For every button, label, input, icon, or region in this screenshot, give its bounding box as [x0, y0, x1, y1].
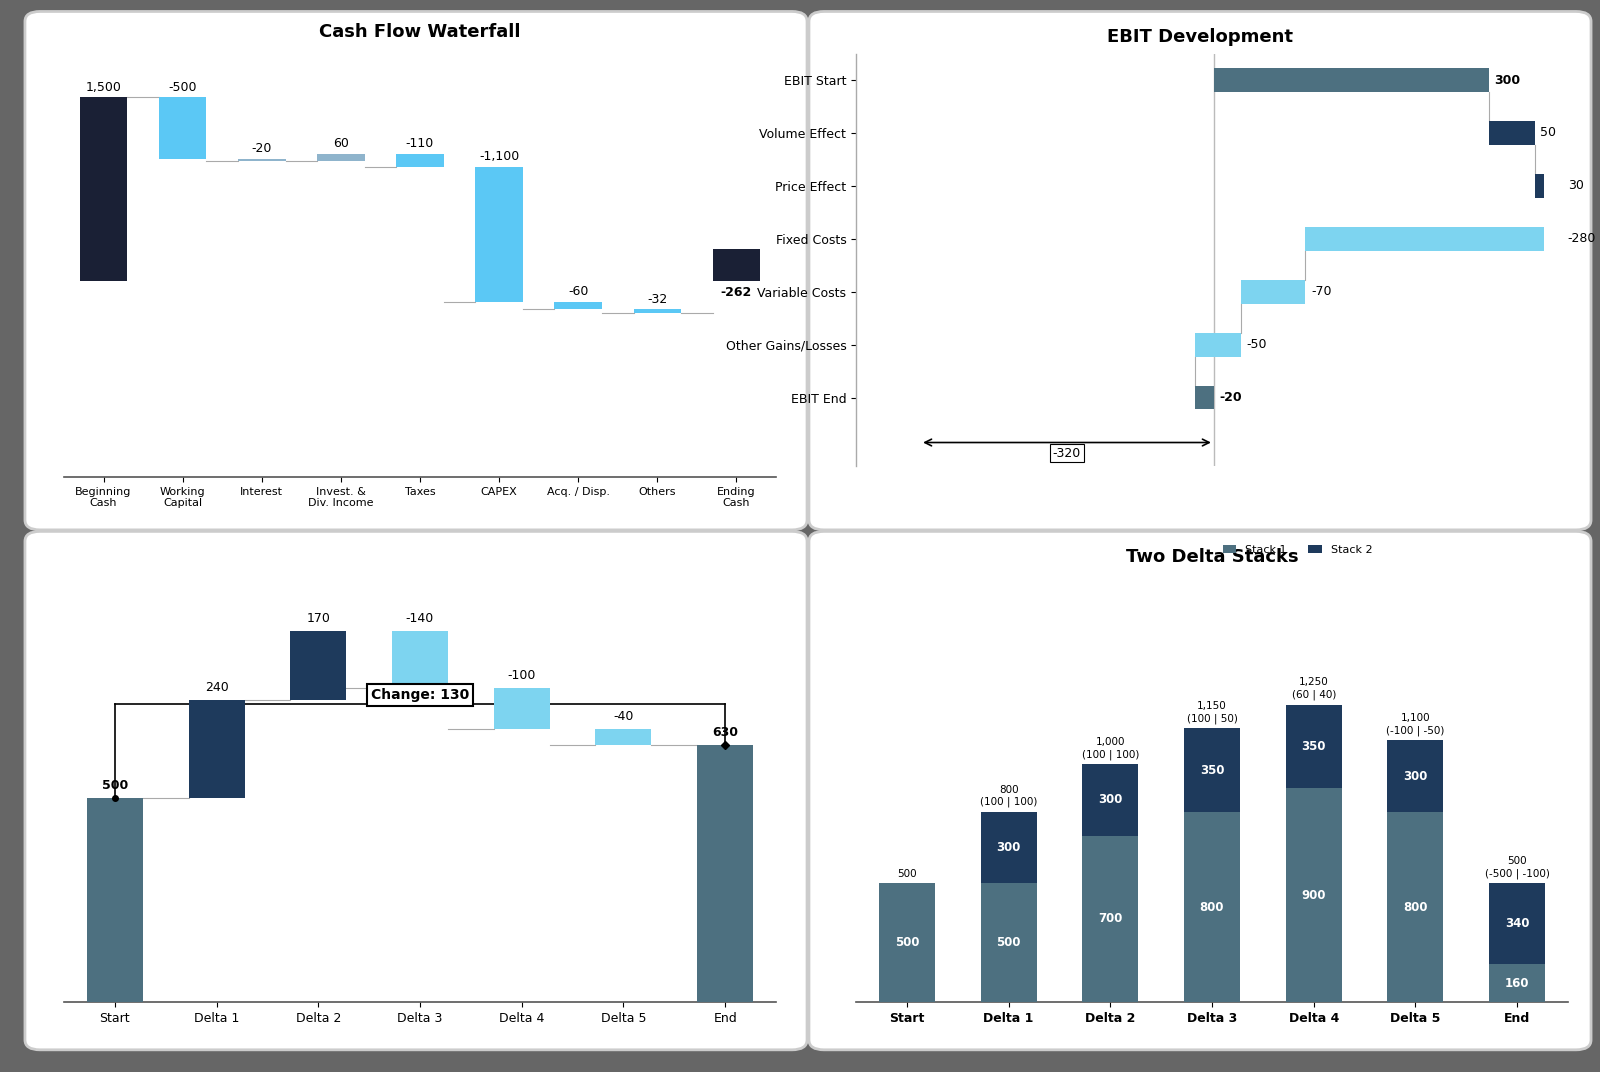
Text: 1,250
(60 | 40): 1,250 (60 | 40)	[1291, 678, 1336, 700]
Bar	[80, 98, 128, 281]
Bar	[494, 688, 550, 729]
Title: Two Delta Stacks: Two Delta Stacks	[1126, 549, 1298, 566]
Bar	[290, 630, 346, 700]
Bar	[1286, 788, 1342, 1002]
Bar	[1195, 386, 1214, 410]
Text: -32: -32	[648, 293, 667, 306]
Text: 1,100
(-100 | -50): 1,100 (-100 | -50)	[1386, 713, 1445, 736]
Text: 170: 170	[306, 611, 330, 625]
Text: -20: -20	[1219, 391, 1242, 404]
Text: 900: 900	[1301, 889, 1326, 902]
Text: -280: -280	[1568, 233, 1597, 245]
Bar	[878, 883, 934, 1002]
Text: -60: -60	[568, 285, 589, 298]
Text: 800: 800	[1403, 900, 1427, 913]
Text: 800: 800	[1200, 900, 1224, 913]
Text: -140: -140	[406, 611, 434, 625]
Bar	[238, 159, 285, 161]
Title: EBIT Development: EBIT Development	[1107, 29, 1293, 46]
Bar	[1286, 704, 1342, 788]
FancyBboxPatch shape	[810, 12, 1590, 530]
Bar	[595, 729, 651, 745]
Text: -50: -50	[1246, 338, 1267, 352]
Text: 800
(100 | 100): 800 (100 | 100)	[979, 785, 1037, 807]
Text: 300: 300	[1494, 74, 1520, 87]
Bar	[981, 812, 1037, 883]
Bar	[1306, 227, 1562, 251]
Bar	[392, 630, 448, 688]
Text: -70: -70	[1310, 285, 1331, 298]
Text: -500: -500	[168, 80, 197, 93]
Text: 60: 60	[333, 137, 349, 150]
Bar	[1195, 332, 1242, 357]
Text: 700: 700	[1098, 912, 1123, 925]
Text: 350: 350	[1301, 740, 1326, 753]
Text: Change: 130: Change: 130	[371, 688, 469, 702]
Text: -100: -100	[507, 669, 536, 682]
Title: Cash Flow Waterfall: Cash Flow Waterfall	[320, 24, 520, 41]
Bar	[1082, 764, 1138, 835]
FancyBboxPatch shape	[26, 532, 806, 1049]
Bar	[1184, 728, 1240, 812]
Text: -40: -40	[613, 710, 634, 723]
Bar	[397, 153, 443, 167]
Bar	[1214, 69, 1490, 92]
Text: 500: 500	[997, 936, 1021, 950]
Bar	[1242, 280, 1306, 303]
Bar	[1387, 741, 1443, 812]
Text: 500: 500	[102, 779, 128, 792]
Text: -110: -110	[406, 137, 434, 150]
Text: 340: 340	[1506, 918, 1530, 930]
Text: 300: 300	[1403, 770, 1427, 783]
Bar	[1082, 835, 1138, 1002]
Text: 300: 300	[997, 840, 1021, 854]
Bar	[1387, 812, 1443, 1002]
Text: 240: 240	[205, 681, 229, 694]
Bar	[158, 98, 206, 159]
Text: 160: 160	[1506, 977, 1530, 989]
Bar	[1490, 883, 1546, 964]
Text: 300: 300	[1098, 793, 1123, 806]
Text: 500: 500	[898, 869, 917, 879]
Text: -262: -262	[722, 286, 752, 299]
Text: 500: 500	[894, 936, 918, 950]
Text: -1,100: -1,100	[478, 150, 520, 163]
Bar	[86, 799, 142, 1002]
Bar	[1534, 174, 1562, 198]
Legend: Stack 1, Stack 2: Stack 1, Stack 2	[1218, 540, 1376, 560]
Text: 1,500: 1,500	[86, 80, 122, 93]
Text: -320: -320	[1053, 447, 1082, 460]
Bar	[555, 302, 602, 309]
Text: 50: 50	[1541, 126, 1557, 139]
Text: 1,000
(100 | 100): 1,000 (100 | 100)	[1082, 736, 1139, 760]
Text: 1,150
(100 | 50): 1,150 (100 | 50)	[1187, 701, 1237, 724]
Bar	[475, 167, 523, 302]
Text: 500
(-500 | -100): 500 (-500 | -100)	[1485, 857, 1549, 879]
Bar	[712, 249, 760, 281]
Bar	[1490, 964, 1546, 1002]
Bar	[634, 309, 682, 313]
Bar	[189, 700, 245, 799]
Text: 30: 30	[1568, 179, 1584, 192]
Bar	[1490, 121, 1534, 145]
Bar	[1184, 812, 1240, 1002]
Bar	[698, 745, 754, 1002]
Bar	[317, 153, 365, 161]
Text: -20: -20	[251, 142, 272, 154]
Text: 630: 630	[712, 726, 738, 739]
Bar	[981, 883, 1037, 1002]
FancyBboxPatch shape	[26, 12, 806, 530]
FancyBboxPatch shape	[810, 532, 1590, 1049]
Text: 350: 350	[1200, 763, 1224, 776]
